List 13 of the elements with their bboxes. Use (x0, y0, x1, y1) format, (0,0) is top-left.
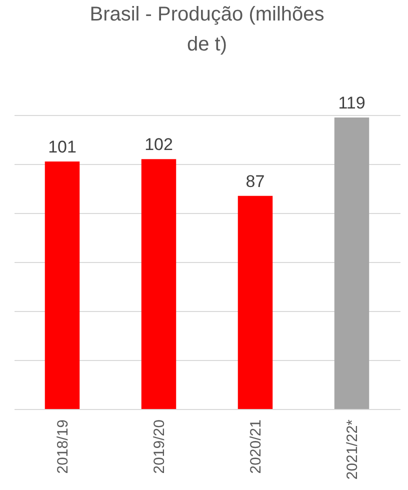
x-tick-label: 2021/22* (344, 419, 361, 480)
data-label: 102 (144, 135, 173, 154)
data-label: 119 (338, 93, 366, 112)
chart-title: Brasil - Produção (milhões de t) (90, 3, 324, 56)
bar (141, 159, 176, 409)
data-label: 87 (246, 172, 265, 191)
bar (334, 117, 370, 409)
bar (44, 162, 80, 409)
bar (238, 196, 273, 409)
x-tick-label: 2019/20 (150, 420, 168, 474)
x-tick-label: 2020/21 (247, 420, 264, 474)
data-label: 101 (48, 138, 76, 157)
x-tick-label: 2018/19 (54, 420, 72, 474)
